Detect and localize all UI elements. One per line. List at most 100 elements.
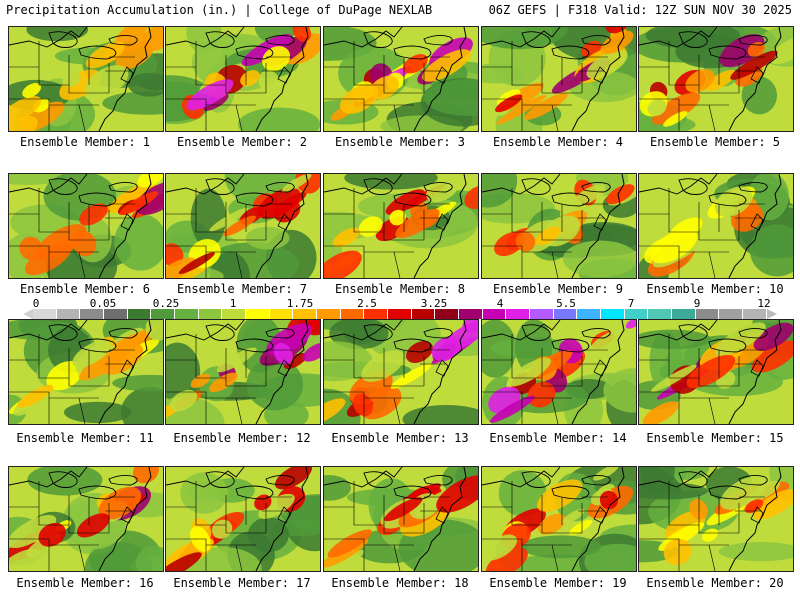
ensemble-member-map [8,26,164,132]
colorbar-tick-label: 4 [496,297,504,310]
ensemble-member-label: Ensemble Member: 15 [646,431,784,445]
colorbar-segment [624,309,649,319]
ensemble-member-map [165,319,321,425]
precip-field [324,320,478,424]
ensemble-member-map [8,173,164,279]
colorbar-segment [553,309,578,319]
ensemble-member-label: Ensemble Member: 19 [489,576,627,590]
ensemble-member-label: Ensemble Member: 10 [646,282,784,296]
ensemble-member-map [8,466,164,572]
precip-field [9,174,163,278]
colorbar-segment [317,309,341,319]
precip-field [9,27,163,131]
ensemble-member-map [638,319,794,425]
ensemble-member-map [323,319,479,425]
ensemble-member-map [481,173,637,279]
ensemble-member-label: Ensemble Member: 4 [492,135,624,149]
colorbar-tick-label: 0.25 [152,297,180,310]
colorbar-segment [648,309,673,319]
ensemble-member-label: Ensemble Member: 3 [334,135,466,149]
colorbar-low-arrow [23,309,33,319]
ensemble-member-label: Ensemble Member: 16 [16,576,154,590]
colorbar-tick-label: 0 [32,297,40,310]
ensemble-member-label: Ensemble Member: 2 [176,135,308,149]
colorbar-segment [104,309,128,319]
precip-field [639,27,793,131]
colorbar-tick-label: 1.75 [286,297,314,310]
colorbar-segment [672,309,696,319]
colorbar-segment [743,309,767,319]
colorbar-segment [506,309,531,319]
precip-field [639,174,793,278]
ensemble-member-map [638,173,794,279]
colorbar-segment [411,309,436,319]
colorbar-segment [695,309,720,319]
ensemble-member-map [481,26,637,132]
precip-field [482,27,636,131]
colorbar-segment [577,309,602,319]
ensemble-member-label: Ensemble Member: 8 [334,282,466,296]
ensemble-member-map [481,466,637,572]
precip-field [482,320,636,424]
ensemble-member-map [165,466,321,572]
colorbar-tick-label: 1 [229,297,237,310]
ensemble-member-map [8,319,164,425]
precip-field [482,467,636,571]
ensemble-member-map [323,173,479,279]
colorbar-segment [293,309,318,319]
ensemble-member-label: Ensemble Member: 14 [489,431,627,445]
ensemble-member-map [481,319,637,425]
ensemble-member-label: Ensemble Member: 11 [16,431,154,445]
colorbar-segment [246,309,270,319]
colorbar-segment [33,309,57,319]
colorbar-segment [222,309,247,319]
ensemble-member-label: Ensemble Member: 13 [331,431,469,445]
colorbar-segment [459,309,483,319]
colorbar-tick-label: 5.5 [556,297,576,310]
precip-field [324,174,478,278]
ensemble-member-map [638,26,794,132]
colorbar-segment [151,309,176,319]
precip-field [482,174,636,278]
precip-colorbar [33,309,767,319]
colorbar-tick-label: 12 [757,297,771,310]
ensemble-member-map [323,466,479,572]
precip-field [9,467,163,571]
precip-field [9,320,163,424]
colorbar-segment [388,309,412,319]
colorbar-segment [601,309,625,319]
colorbar-segment [719,309,744,319]
ensemble-member-label: Ensemble Member: 12 [173,431,311,445]
colorbar-segment [127,309,152,319]
colorbar-segment [340,309,365,319]
colorbar-segment [530,309,554,319]
colorbar-segment [56,309,81,319]
ensemble-member-label: Ensemble Member: 7 [176,282,308,296]
ensemble-member-map [165,26,321,132]
colorbar-tick-label: 9 [693,297,701,310]
ensemble-member-map [638,466,794,572]
colorbar-tick-label: 3.25 [420,297,448,310]
precip-field [166,27,320,131]
ensemble-member-label: Ensemble Member: 5 [649,135,781,149]
ensemble-member-label: Ensemble Member: 18 [331,576,469,590]
ensemble-member-map [323,26,479,132]
colorbar-tick-label: 7 [627,297,635,310]
precip-field [166,467,320,571]
colorbar-tick-label: 2.5 [357,297,377,310]
colorbar-tick-label: 0.05 [89,297,117,310]
ensemble-member-label: Ensemble Member: 1 [19,135,151,149]
colorbar-segment [269,309,294,319]
colorbar-segment [80,309,105,319]
precip-field [324,27,478,131]
model-run-info: 06Z GEFS | F318 Valid: 12Z SUN NOV 30 20… [488,3,792,17]
ensemble-member-label: Ensemble Member: 17 [173,576,311,590]
ensemble-member-label: Ensemble Member: 6 [19,282,151,296]
ensemble-member-label: Ensemble Member: 20 [646,576,784,590]
precip-field [639,467,793,571]
colorbar-segment [435,309,460,319]
precip-field [324,467,478,571]
colorbar-segment [364,309,389,319]
colorbar-segment [482,309,507,319]
colorbar-segment [175,309,199,319]
